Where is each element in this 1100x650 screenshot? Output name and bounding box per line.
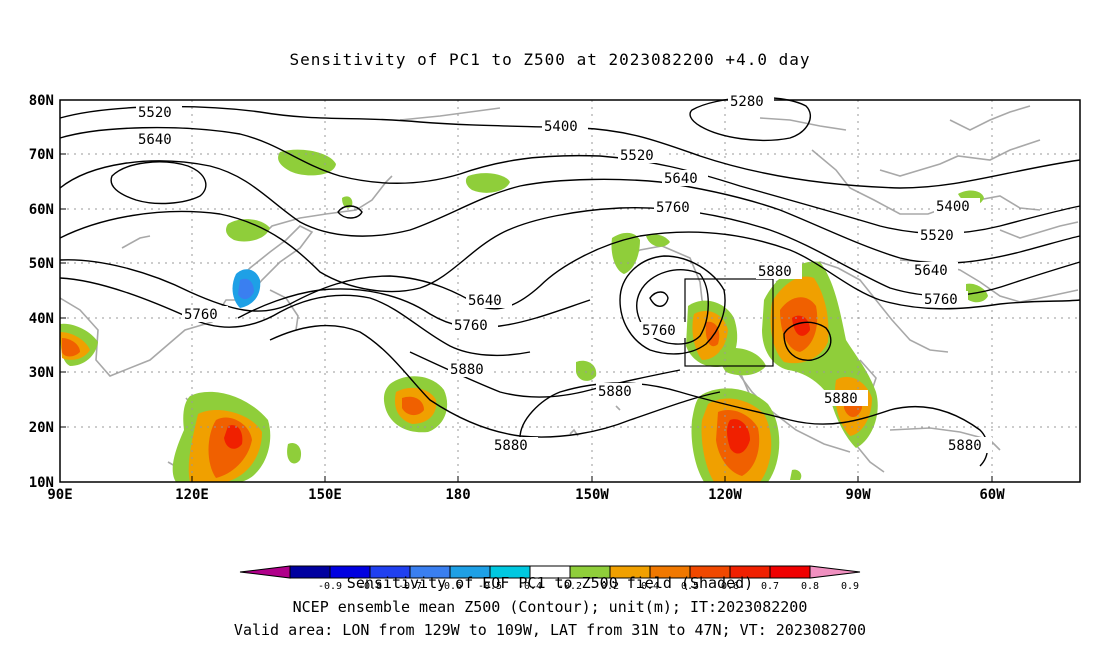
colorbar-tick-label: 0.2 xyxy=(601,581,619,592)
colorbar-tick-label: -0.8 xyxy=(358,581,382,592)
contour-label: 5640 xyxy=(914,263,948,279)
sensitivity-shading xyxy=(60,149,988,482)
colorbar-tick-label: -0.9 xyxy=(318,581,342,592)
lat-label: 80N xyxy=(29,93,54,109)
contour-label: 5880 xyxy=(824,391,858,407)
caption-shading: Sensitivity of EOF PC1 to Z500 field (Sh… xyxy=(346,574,754,592)
lon-label: 120W xyxy=(708,487,742,503)
contour-label: 5880 xyxy=(948,438,982,454)
tick-marks xyxy=(60,99,993,482)
lon-label: 120E xyxy=(175,487,209,503)
lat-label: 60N xyxy=(29,202,54,218)
colorbar-tick-label: 0.9 xyxy=(841,581,859,592)
contour-labels: 5520 5640 5400 5280 5520 5640 5760 5880 … xyxy=(136,93,992,454)
contour-label: 5760 xyxy=(642,323,676,339)
contour-label: 5880 xyxy=(494,438,528,454)
contour-label: 5640 xyxy=(468,293,502,309)
colorbar-tick-label: 0.6 xyxy=(721,581,739,592)
lon-label: 150W xyxy=(575,487,609,503)
lat-label: 70N xyxy=(29,147,54,163)
contour-label: 5880 xyxy=(450,362,484,378)
colorbar-tick-label: 0.7 xyxy=(761,581,779,592)
lon-label: 90E xyxy=(47,487,72,503)
lat-label: 40N xyxy=(29,311,54,327)
lon-axis-labels: 90E 120E 150E 180 150W 120W 90W 60W xyxy=(47,487,1005,503)
colorbar-high-triangle xyxy=(809,565,861,579)
caption-contour: NCEP ensemble mean Z500 (Contour); unit(… xyxy=(292,598,808,616)
colorbar-tick-label: -0.5 xyxy=(478,581,502,592)
contour-label: 5280 xyxy=(730,94,764,110)
contour-label: 5760 xyxy=(184,307,218,323)
colorbar-tick-label: -0.2 xyxy=(558,581,582,592)
lat-label: 30N xyxy=(29,365,54,381)
lon-label: 60W xyxy=(979,487,1005,503)
colorbar-tick-label: -0.4 xyxy=(518,581,542,592)
lon-label: 90W xyxy=(845,487,871,503)
contour-label: 5880 xyxy=(758,264,792,280)
contour-label: 5520 xyxy=(620,148,654,164)
colorbar-tick-label: 0.4 xyxy=(641,581,659,592)
map-frame xyxy=(59,99,1081,483)
map-title: Sensitivity of PC1 to Z500 at 2023082200… xyxy=(289,50,811,69)
contour-label: 5640 xyxy=(138,132,172,148)
colorbar: -0.9 -0.8 -0.7 -0.6 -0.5 -0.4 -0.2 0.2 0.4 0.5 0.6… xyxy=(239,565,861,592)
contour-label: 5400 xyxy=(936,199,970,215)
colorbar-tick-label: 0.8 xyxy=(801,581,819,592)
colorbar-tick-label: 0.5 xyxy=(681,581,699,592)
caption-valid-area: Valid area: LON from 129W to 109W, LAT f… xyxy=(233,621,867,639)
lon-label: 150E xyxy=(308,487,342,503)
contour-label: 5880 xyxy=(598,384,632,400)
lat-axis-labels: 80N 70N 60N 50N 40N 30N 20N 10N xyxy=(29,93,54,491)
lat-label: 50N xyxy=(29,256,54,272)
contour-label: 5520 xyxy=(138,105,172,121)
contour-label: 5640 xyxy=(664,171,698,187)
colorbar-tick-label: -0.6 xyxy=(438,581,462,592)
contour-label: 5520 xyxy=(920,228,954,244)
contour-label: 5760 xyxy=(924,292,958,308)
colorbar-tick-label: -0.7 xyxy=(398,581,422,592)
contour-label: 5760 xyxy=(656,200,690,216)
lat-label: 10N xyxy=(29,475,54,491)
contour-label: 5400 xyxy=(544,119,578,135)
lon-label: 180 xyxy=(445,487,470,503)
contour-label: 5760 xyxy=(454,318,488,334)
lat-label: 20N xyxy=(29,420,54,436)
